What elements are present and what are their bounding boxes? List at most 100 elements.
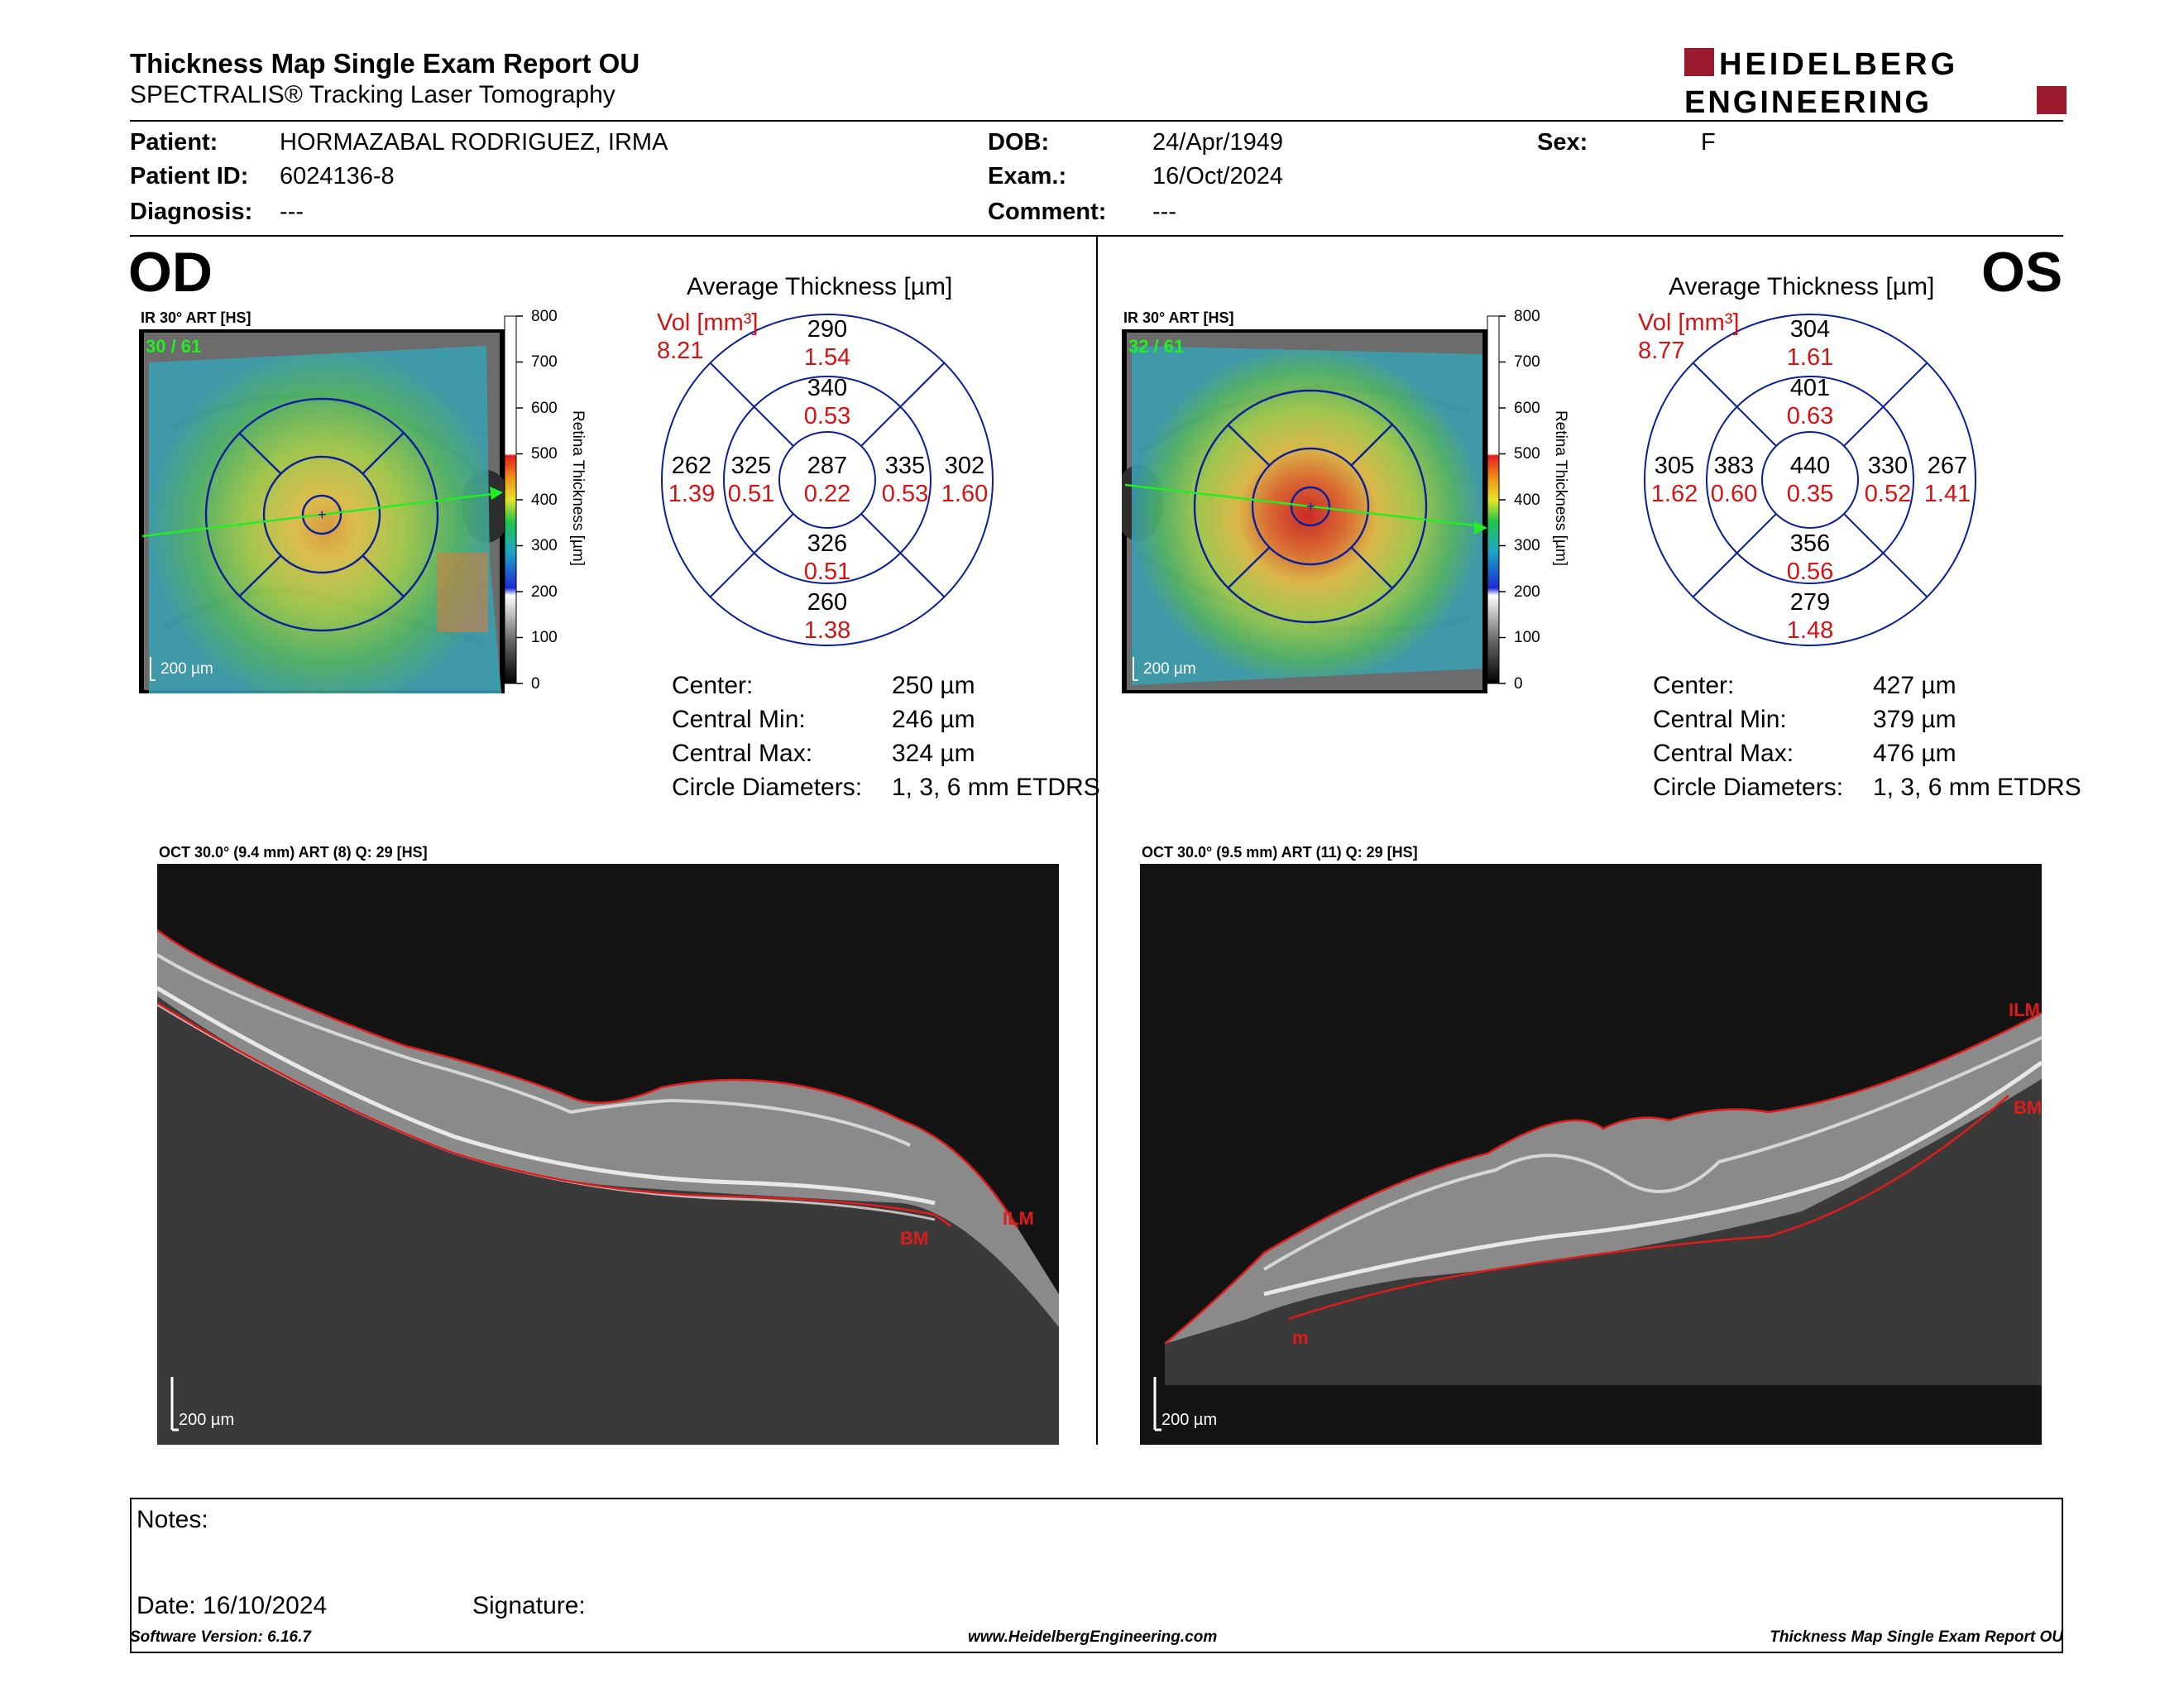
- os-center-value: 427 µm: [1873, 672, 1956, 699]
- scale-tick: 500: [531, 445, 558, 463]
- od-sector-volume: 0.53: [804, 403, 850, 429]
- os-sector-volume: 0.60: [1711, 481, 1757, 507]
- os-etdrs-chart: 304 1.61 401 0.63 305 1.62 383 0.60 440 …: [1644, 314, 1976, 646]
- od-oct-scalebar: 200 µm: [179, 1411, 234, 1429]
- os-oct-caption: OCT 30.0° (9.5 mm) ART (11) Q: 29 [HS]: [1142, 844, 1418, 861]
- od-oct-caption: OCT 30.0° (9.4 mm) ART (8) Q: 29 [HS]: [159, 844, 428, 861]
- od-sector-volume: 0.22: [804, 481, 850, 507]
- os-oct-scalebar: 200 µm: [1161, 1411, 1217, 1429]
- scale-tick: 300: [1514, 537, 1540, 554]
- od-sector-volume: 1.39: [668, 481, 715, 507]
- sex-value: F: [1701, 129, 1716, 156]
- eye-divider: [1096, 237, 1098, 1445]
- os-sector-thickness: 305: [1655, 453, 1694, 479]
- od-etdrs-chart: 290 1.54 340 0.53 262 1.39 325 0.51 287 …: [661, 314, 994, 646]
- os-sector-thickness: 267: [1928, 453, 1967, 479]
- os-vol-label: Vol [mm³]: [1638, 309, 1740, 336]
- patient-id-label: Patient ID:: [130, 163, 249, 189]
- os-max-label: Central Max:: [1653, 740, 1794, 767]
- scale-tick: 100: [1514, 629, 1540, 646]
- header-divider: [130, 120, 2063, 122]
- od-vol-label: Vol [mm³]: [657, 309, 759, 336]
- diagnosis-label: Diagnosis:: [130, 199, 253, 225]
- comment-value: ---: [1152, 199, 1176, 225]
- os-thickness-map: 32 / 61 + 200 µm: [1122, 329, 1487, 693]
- od-min-value: 246 µm: [892, 706, 975, 733]
- scale-tick: 800: [531, 308, 558, 325]
- od-map-scalebar: 200 µm: [160, 660, 213, 678]
- dob-value: 24/Apr/1949: [1152, 129, 1284, 156]
- os-color-scale: 800 700 600 500 400 300 200 100 0 Retina…: [1487, 308, 1569, 693]
- exam-label: Exam.:: [988, 163, 1067, 189]
- os-circle-label: Circle Diameters:: [1653, 774, 1844, 801]
- od-avg-title: Average Thickness [µm]: [687, 273, 953, 300]
- os-sector-volume: 0.52: [1865, 481, 1911, 507]
- scale-tick: 700: [531, 353, 558, 371]
- patient-divider: [130, 235, 2063, 237]
- od-max-label: Central Max:: [672, 740, 813, 767]
- scale-tick: 500: [1514, 445, 1540, 463]
- os-max-value: 476 µm: [1873, 740, 1956, 767]
- os-sector-thickness: 401: [1790, 375, 1830, 401]
- od-sector-volume: 0.51: [804, 559, 850, 585]
- os-sector-volume: 0.63: [1787, 403, 1833, 429]
- notes-label: Notes:: [136, 1506, 208, 1533]
- os-eye-label: OS: [1981, 241, 2063, 304]
- svg-text:HEIDELBERG: HEIDELBERG: [1719, 47, 1958, 82]
- diagnosis-value: ---: [280, 199, 304, 225]
- os-sector-thickness: 356: [1790, 530, 1830, 557]
- dob-label: DOB:: [988, 129, 1050, 156]
- od-sector-thickness: 325: [731, 453, 771, 479]
- os-sector-volume: 0.35: [1787, 481, 1833, 507]
- os-sector-volume: 0.56: [1787, 559, 1833, 585]
- svg-text:+: +: [1306, 498, 1315, 515]
- os-center-label: Center:: [1653, 672, 1735, 699]
- scale-tick: 0: [1514, 675, 1523, 693]
- date-label: Date: 16/10/2024: [136, 1592, 328, 1619]
- software-version: Software Version: 6.16.7: [130, 1628, 311, 1646]
- footer-report-name: Thickness Map Single Exam Report OU: [1770, 1628, 2063, 1646]
- signature-label: Signature:: [472, 1592, 586, 1619]
- patient-id-value: 6024136-8: [280, 163, 395, 189]
- os-sector-volume: 1.62: [1651, 481, 1698, 507]
- od-color-scale: 800 700 600 500 400 300 200 100 0 Retina…: [504, 308, 586, 693]
- os-avg-title: Average Thickness [µm]: [1669, 273, 1935, 300]
- od-sector-thickness: 262: [672, 453, 711, 479]
- od-eye-label: OD: [128, 241, 213, 304]
- website-link[interactable]: www.HeidelbergEngineering.com: [968, 1628, 1218, 1646]
- scale-tick: 100: [531, 629, 558, 646]
- scale-tick: 600: [1514, 400, 1540, 417]
- os-bm-label: BM: [2014, 1097, 2042, 1118]
- os-circle-value: 1, 3, 6 mm ETDRS: [1873, 774, 2081, 801]
- od-sector-thickness: 335: [885, 453, 925, 479]
- os-sector-thickness: 383: [1714, 453, 1754, 479]
- report-subtitle: SPECTRALIS® Tracking Laser Tomography: [130, 81, 615, 108]
- od-sector-thickness: 302: [945, 453, 984, 479]
- scale-tick: 400: [531, 492, 558, 509]
- os-map-scalebar: 200 µm: [1143, 660, 1196, 678]
- scale-tick: 0: [531, 675, 540, 693]
- os-min-label: Central Min:: [1653, 706, 1787, 733]
- os-m-label: m: [1292, 1327, 1309, 1348]
- scale-tick: 200: [531, 583, 558, 601]
- od-vol-total: 8.21: [657, 338, 704, 364]
- heidelberg-logo: HEIDELBERG ENGINEERING: [1684, 47, 2067, 117]
- od-oct-bscan: ILM BM 200 µm: [157, 864, 1059, 1445]
- notes-box[interactable]: Notes: Date: 16/10/2024 Signature:: [130, 1498, 2063, 1653]
- scale-title: Retina Thickness [µm]: [569, 410, 586, 566]
- od-ilm-label: ILM: [1003, 1208, 1034, 1229]
- od-sector-volume: 1.38: [804, 617, 850, 644]
- od-bm-label: BM: [900, 1228, 928, 1249]
- os-sector-thickness: 279: [1790, 589, 1830, 616]
- report-title: Thickness Map Single Exam Report OU: [130, 48, 640, 79]
- od-sector-thickness: 260: [807, 589, 847, 616]
- exam-value: 16/Oct/2024: [1152, 163, 1283, 189]
- os-ir-caption: IR 30° ART [HS]: [1123, 309, 1234, 326]
- comment-label: Comment:: [988, 199, 1107, 225]
- od-sector-thickness: 290: [807, 316, 847, 343]
- scale-tick: 600: [531, 400, 558, 417]
- od-ir-caption: IR 30° ART [HS]: [141, 309, 251, 326]
- od-sector-volume: 0.51: [728, 481, 774, 507]
- os-sector-thickness: 330: [1868, 453, 1908, 479]
- od-sector-volume: 1.54: [804, 344, 850, 371]
